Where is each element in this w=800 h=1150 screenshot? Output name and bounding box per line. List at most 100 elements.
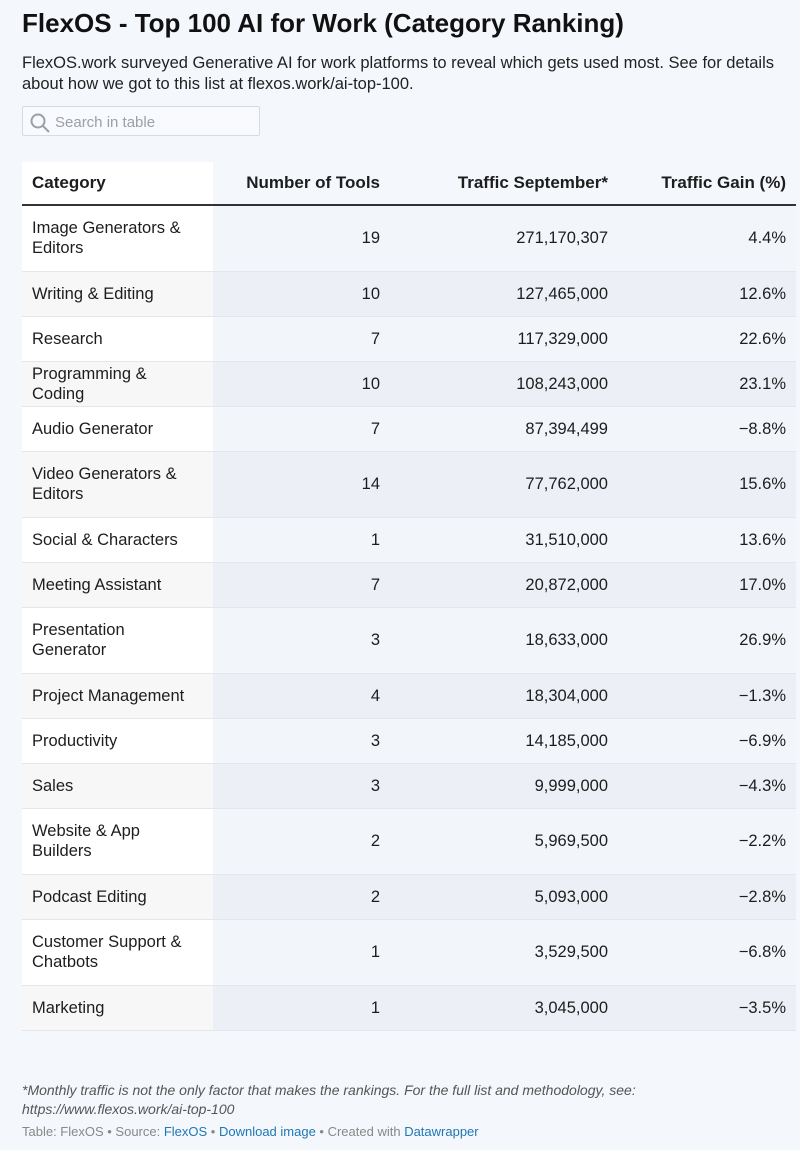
table-cell: Podcast Editing (22, 874, 213, 920)
table-cell: Website & App Builders (22, 808, 213, 875)
table-cell: Image Generators & Editors (22, 205, 213, 272)
table-row: Image Generators & Editors 19 271,170,307 4… (22, 205, 796, 272)
table-row: Project Management 4 18,304,000 −1.3% (22, 673, 796, 719)
table-cell: 77,762,000 (390, 451, 618, 518)
table-cell: Video Generators & Editors (22, 451, 213, 518)
table-cell: 7 (213, 406, 390, 452)
table-cell: Customer Support & Chatbots (22, 919, 213, 986)
header-row: Category Number of Tools Traffic September… (22, 162, 796, 206)
footer-link[interactable]: Download image (218, 1124, 316, 1139)
table-cell: 1 (213, 985, 390, 1031)
table-row: Social & Characters 1 31,510,000 13.6% (22, 517, 796, 563)
table-cell: −3.5% (618, 985, 796, 1031)
title: FlexOS - Top 100 AI for Work (Category R… (22, 8, 624, 38)
table-cell: 2 (213, 874, 390, 920)
table-cell: 10 (213, 361, 390, 407)
search-placeholder: Search in table (55, 114, 156, 131)
table-cell: Research (22, 316, 213, 362)
table-cell: 127,465,000 (390, 271, 618, 317)
table-cell: −6.8% (618, 919, 796, 986)
table-cell: Marketing (22, 985, 213, 1031)
column-header[interactable]: Traffic September* (390, 162, 618, 206)
table-row: Video Generators & Editors 14 77,762,000 15… (22, 451, 796, 518)
table-cell: 3 (213, 763, 390, 809)
table-cell: Meeting Assistant (22, 562, 213, 608)
footer-text: • (207, 1124, 219, 1139)
table-row: Writing & Editing 10 127,465,000 12.6% (22, 271, 796, 317)
table-cell: −2.2% (618, 808, 796, 875)
table-cell: Social & Characters (22, 517, 213, 563)
table-cell: Programming & Coding (22, 361, 213, 407)
table-cell: 20,872,000 (390, 562, 618, 608)
table-cell: 3,045,000 (390, 985, 618, 1031)
table-cell: −1.3% (618, 673, 796, 719)
table: Category Number of Tools Traffic September… (22, 162, 796, 1031)
table-cell: 31,510,000 (390, 517, 618, 563)
table-cell: 4.4% (618, 205, 796, 272)
table-cell: 271,170,307 (390, 205, 618, 272)
table-cell: 15.6% (618, 451, 796, 518)
table-cell: 13.6% (618, 517, 796, 563)
footer-text: • Created with (315, 1124, 405, 1139)
table-cell: 87,394,499 (390, 406, 618, 452)
footnote: *Monthly traffic is not the only factor … (22, 1082, 636, 1117)
table-row: Website & App Builders 2 5,969,500 −2.2% (22, 808, 796, 875)
description: FlexOS.work surveyed Generative AI for w… (22, 54, 774, 93)
table-cell: 14,185,000 (390, 718, 618, 764)
table-row: Audio Generator 7 87,394,499 −8.8% (22, 406, 796, 452)
table-cell: Productivity (22, 718, 213, 764)
table-row: Research 7 117,329,000 22.6% (22, 316, 796, 362)
search-box[interactable]: Search in table (22, 106, 260, 136)
table-cell: Audio Generator (22, 406, 213, 452)
table-cell: −8.8% (618, 406, 796, 452)
table-cell: −6.9% (618, 718, 796, 764)
table-row: Programming & Coding 10 108,243,000 23.1% (22, 361, 796, 407)
table-row: Podcast Editing 2 5,093,000 −2.8% (22, 874, 796, 920)
table-cell: 18,304,000 (390, 673, 618, 719)
footer-text: Table: FlexOS • Source: (22, 1124, 164, 1139)
column-header[interactable]: Category (22, 162, 213, 206)
table-row: Marketing 1 3,045,000 −3.5% (22, 985, 796, 1031)
column-header[interactable]: Traffic Gain (%) (618, 162, 796, 206)
table-cell: 22.6% (618, 316, 796, 362)
footer-link[interactable]: FlexOS (163, 1124, 208, 1139)
table-row: Sales 3 9,999,000 −4.3% (22, 763, 796, 809)
table-cell: Project Management (22, 673, 213, 719)
table-cell: 9,999,000 (390, 763, 618, 809)
table-cell: 1 (213, 517, 390, 563)
table-cell: 19 (213, 205, 390, 272)
table-cell: −4.3% (618, 763, 796, 809)
table-cell: 5,093,000 (390, 874, 618, 920)
table-cell: 18,633,000 (390, 607, 618, 674)
table-cell: 3,529,500 (390, 919, 618, 986)
table-cell: 3 (213, 718, 390, 764)
table-cell: 7 (213, 562, 390, 608)
table-cell: −2.8% (618, 874, 796, 920)
table-cell: 23.1% (618, 361, 796, 407)
table-cell: 3 (213, 607, 390, 674)
table-cell: 7 (213, 316, 390, 362)
table-cell: Writing & Editing (22, 271, 213, 317)
table-cell: Presentation Generator (22, 607, 213, 674)
table-cell: 10 (213, 271, 390, 317)
column-header[interactable]: Number of Tools (213, 162, 390, 206)
table-cell: 108,243,000 (390, 361, 618, 407)
table-cell: 2 (213, 808, 390, 875)
table-cell: 4 (213, 673, 390, 719)
search-icon (30, 113, 50, 133)
table-row: Productivity 3 14,185,000 −6.9% (22, 718, 796, 764)
footer-link[interactable]: Datawrapper (404, 1124, 479, 1139)
table-cell: 117,329,000 (390, 316, 618, 362)
table-cell: 14 (213, 451, 390, 518)
table-row: Customer Support & Chatbots 1 3,529,500 −6.… (22, 919, 796, 986)
table-cell: 26.9% (618, 607, 796, 674)
table-cell: Sales (22, 763, 213, 809)
table-cell: 5,969,500 (390, 808, 618, 875)
table-cell: 17.0% (618, 562, 796, 608)
table-cell: 1 (213, 919, 390, 986)
table-cell: 12.6% (618, 271, 796, 317)
table-row: Presentation Generator 3 18,633,000 26.9% (22, 607, 796, 674)
byline: Table: FlexOS • Source: FlexOS • Downloa… (22, 1124, 479, 1139)
table-row: Meeting Assistant 7 20,872,000 17.0% (22, 562, 796, 608)
